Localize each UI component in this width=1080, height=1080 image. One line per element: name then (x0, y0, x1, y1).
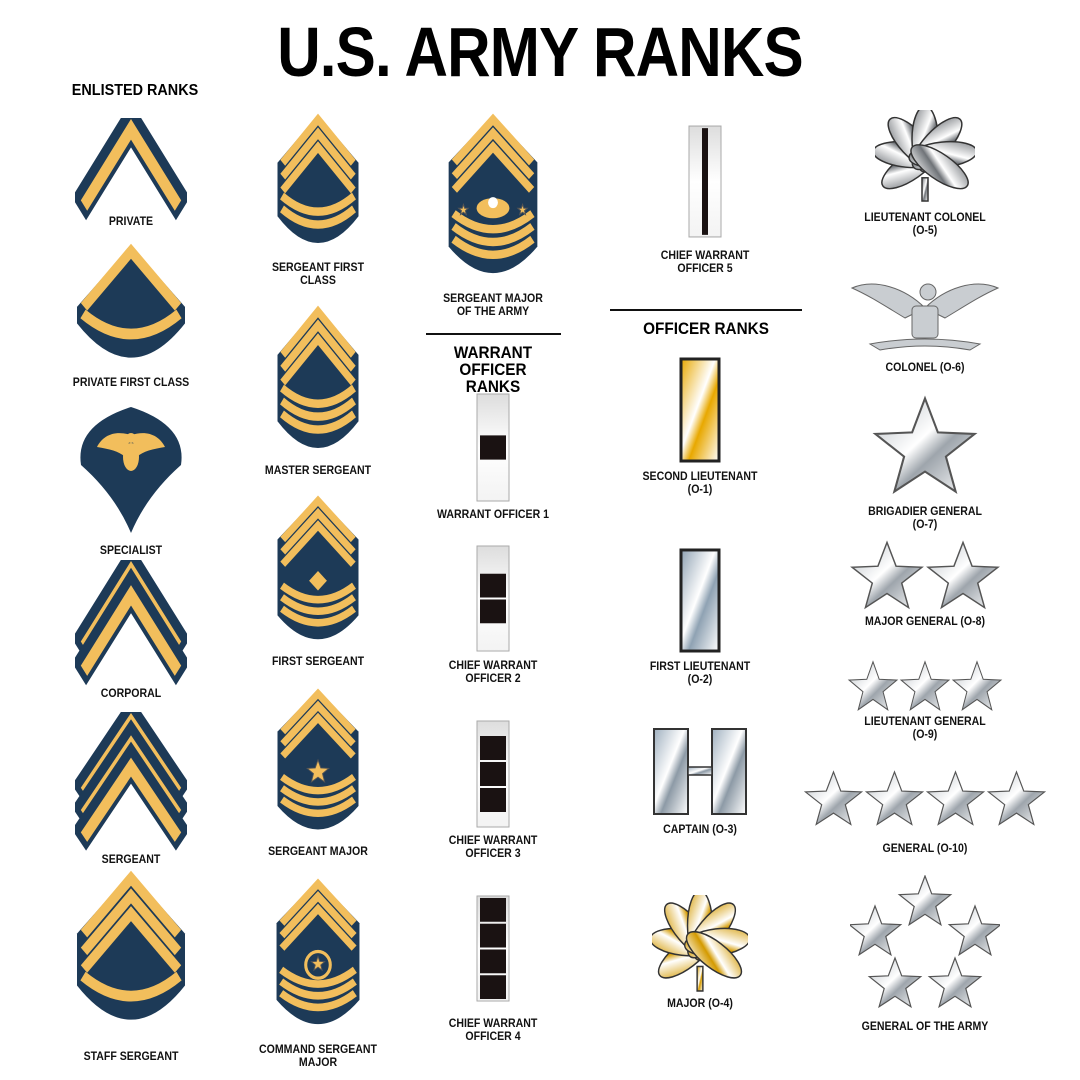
pfc-insignia-icon (75, 243, 187, 378)
rank-label: LIEUTENANT COLONEL (O-5) (864, 210, 986, 237)
1sg-insignia-icon (276, 495, 360, 655)
o7-insignia-icon (871, 395, 979, 503)
rank-label: MAJOR GENERAL (O-8) (864, 614, 986, 628)
sgm-insignia-icon (276, 688, 360, 845)
o5-insignia-icon (872, 105, 978, 207)
rank-label: FIRST SERGEANT (271, 654, 365, 668)
star-icon (850, 540, 924, 610)
wreath-icon (304, 949, 332, 980)
o3-insignia-icon (652, 727, 748, 821)
star-icon (927, 956, 983, 1009)
rank-label: COLONEL (O-6) (885, 360, 965, 374)
warrant-heading: WARRANT OFFICER RANKS (453, 343, 533, 396)
rank-label: GENERAL (O-10) (882, 841, 968, 855)
rank-label: SERGEANT MAJOR (268, 844, 368, 858)
cw3-insignia-icon (476, 720, 510, 833)
cw2-insignia-icon (476, 545, 510, 657)
star-icon (457, 202, 470, 216)
rank-label: CAPTAIN (O-3) (663, 822, 737, 836)
msg-insignia-icon (276, 305, 360, 465)
sma-insignia-icon (447, 113, 539, 290)
o8-insignia-icon (849, 540, 1001, 617)
sfc-insignia-icon (276, 113, 360, 260)
rank-label: MAJOR (O-4) (667, 996, 733, 1010)
star-icon (516, 202, 529, 216)
star-icon (899, 660, 951, 711)
rank-label: SERGEANT (101, 852, 161, 866)
star-icon (926, 540, 1000, 610)
star-icon (306, 758, 330, 783)
rank-label: PRIVATE (108, 214, 154, 228)
star-icon (864, 770, 925, 826)
rank-label: CORPORAL (100, 686, 162, 700)
rank-label: BRIGADIER GENERAL (O-7) (868, 504, 982, 531)
cpl-insignia-icon (71, 543, 191, 695)
page-title: U.S. ARMY RANKS (277, 13, 803, 91)
star-icon (867, 956, 923, 1009)
star-icon (951, 660, 1003, 711)
warrant-divider (426, 333, 561, 335)
star-icon (947, 904, 1003, 957)
goa-insignia-icon (847, 874, 1003, 1020)
eagle-icon (457, 197, 529, 219)
o6-insignia-icon (850, 278, 1000, 361)
rank-label: COMMAND SERGEANT MAJOR (259, 1042, 377, 1069)
rank-label: FIRST LIEUTENANT (O-2) (649, 659, 751, 686)
diamond-icon (305, 567, 331, 595)
cw5-insignia-icon (688, 125, 722, 243)
ssg-insignia-icon (75, 870, 187, 1040)
rank-label: CHIEF WARRANT OFFICER 2 (448, 658, 538, 685)
o2-insignia-icon (679, 548, 721, 658)
o9-insignia-icon (847, 660, 1003, 718)
csm-insignia-icon (275, 878, 361, 1040)
star-icon (310, 955, 326, 972)
rank-label: SERGEANT FIRST CLASS (271, 260, 365, 287)
rank-label: GENERAL OF THE ARMY (861, 1019, 989, 1033)
rank-label: CHIEF WARRANT OFFICER 3 (448, 833, 538, 860)
cw4-insignia-icon (476, 895, 510, 1007)
star-icon (847, 904, 903, 957)
rank-label: CHIEF WARRANT OFFICER 4 (448, 1016, 538, 1043)
eagle-icon (97, 433, 165, 471)
rank-label: CHIEF WARRANT OFFICER 5 (660, 248, 750, 275)
star-icon (872, 395, 978, 495)
rank-label: MASTER SERGEANT (264, 463, 372, 477)
officer-divider (610, 309, 802, 311)
o4-insignia-icon (649, 890, 751, 997)
o1-insignia-icon (679, 357, 721, 468)
rank-label: SPECIALIST (99, 543, 163, 557)
rank-label: STAFF SERGEANT (83, 1049, 179, 1063)
pvt-insignia-icon (71, 101, 191, 230)
sgt-insignia-icon (71, 696, 191, 860)
rank-label: WARRANT OFFICER 1 (436, 507, 550, 521)
rank-label: LIEUTENANT GENERAL (O-9) (864, 714, 986, 741)
o10-insignia-icon (803, 770, 1047, 833)
wo1-insignia-icon (476, 393, 510, 507)
rank-label: PRIVATE FIRST CLASS (72, 375, 190, 389)
rank-label: SERGEANT MAJOR OF THE ARMY (443, 291, 543, 318)
spc-insignia-icon (75, 405, 187, 540)
star-icon (803, 770, 864, 826)
officer-heading: OFFICER RANKS (643, 319, 769, 338)
star-icon (986, 770, 1047, 826)
star-icon (847, 660, 899, 711)
star-icon (897, 874, 953, 927)
enlisted-heading: ENLISTED RANKS (71, 82, 199, 99)
star-icon (925, 770, 986, 826)
rank-label: SECOND LIEUTENANT (O-1) (642, 469, 758, 496)
